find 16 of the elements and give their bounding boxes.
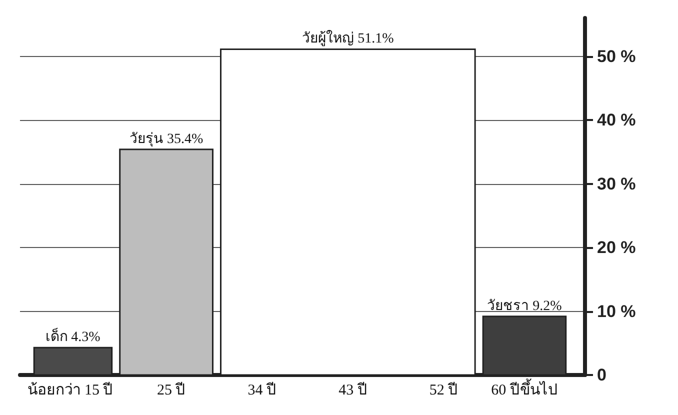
- x-tick-label: น้อยกว่า 15 ปี: [28, 382, 114, 398]
- x-tick-label: 34 ปี: [248, 382, 277, 398]
- x-tick-label: 43 ปี: [338, 382, 368, 398]
- data-label: วัยชรา 9.2%: [487, 298, 562, 314]
- x-tick-label: 60 ปีขึ้นไป: [491, 378, 558, 398]
- y-tick-label: 0: [597, 366, 606, 384]
- data-label: เด็ก 4.3%: [46, 327, 101, 346]
- y-tick-label: 30 %: [597, 174, 636, 194]
- y-tick-label: 50 %: [597, 46, 636, 66]
- x-tick-label: 52 ปี: [429, 382, 458, 398]
- y-tick-label: 40 %: [597, 110, 636, 130]
- y-tick-label: 10 %: [597, 302, 636, 321]
- y-tick-label: 20 %: [597, 238, 636, 257]
- x-tick-label: 25 ปี: [156, 382, 186, 398]
- data-label: วัยรุ่น 35.4%: [129, 132, 204, 147]
- data-label: วัยผู้ใหญ่ 51.1%: [302, 30, 394, 47]
